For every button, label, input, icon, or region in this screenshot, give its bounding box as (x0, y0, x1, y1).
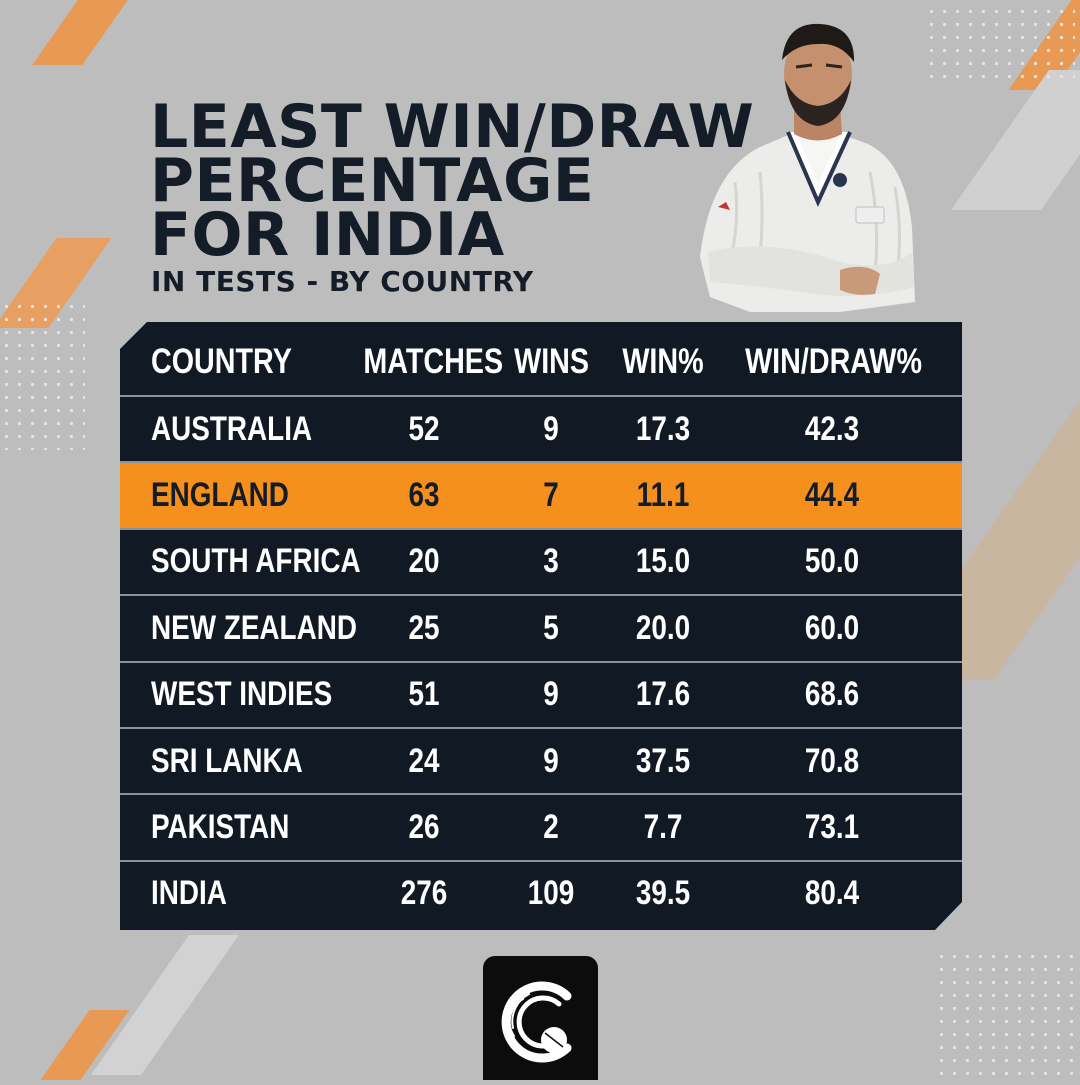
cell-win-percent: 39.5 (635, 874, 691, 913)
cell-wins: 7 (543, 476, 559, 515)
cell-win-percent: 37.5 (635, 741, 691, 780)
cell-win-percent: 7.7 (643, 808, 683, 847)
bg-stripe (950, 70, 1080, 210)
cell-country: AUSTRALIA (151, 409, 313, 448)
dot-pattern (0, 300, 85, 450)
row-divider (120, 461, 962, 464)
cell-wins: 9 (543, 409, 559, 448)
cell-matches: 51 (408, 675, 440, 714)
cell-win-percent: 20.0 (635, 608, 691, 647)
header-wins: WINS (514, 342, 590, 381)
dot-pattern (935, 950, 1080, 1080)
stats-table: COUNTRY MATCHES WINS WIN% WIN/DRAW% AUST… (120, 322, 962, 930)
table-row: NEW ZEALAND 25 5 20.0 60.0 (120, 596, 962, 660)
table-header-row: COUNTRY MATCHES WINS WIN% WIN/DRAW% (120, 326, 962, 398)
cell-country: NEW ZEALAND (151, 608, 357, 647)
cell-wins: 109 (527, 874, 575, 913)
page-subtitle: IN TESTS - BY COUNTRY (151, 265, 534, 298)
player-image (700, 23, 915, 312)
cell-country: PAKISTAN (151, 808, 290, 847)
cell-win-draw-percent: 60.0 (804, 608, 860, 647)
brand-logo (483, 956, 598, 1080)
table-row: INDIA 276 109 39.5 80.4 (120, 862, 962, 926)
title-line: FOR INDIA (150, 200, 505, 270)
cell-win-draw-percent: 73.1 (804, 808, 860, 847)
cricket-ball-logo-icon (501, 981, 572, 1063)
table-row: SRI LANKA 24 9 37.5 70.8 (120, 729, 962, 793)
cell-win-draw-percent: 42.3 (804, 409, 860, 448)
cell-matches: 52 (408, 409, 440, 448)
cell-win-draw-percent: 80.4 (804, 874, 860, 913)
bg-stripe (90, 935, 240, 1075)
title-line: LEAST WIN/DRAW (150, 92, 755, 162)
header-win-draw-percent: WIN/DRAW% (745, 342, 923, 381)
table-row: SOUTH AFRICA 20 3 15.0 50.0 (120, 530, 962, 594)
cell-wins: 9 (543, 675, 559, 714)
cell-win-percent: 17.6 (635, 675, 691, 714)
bg-stripe (32, 0, 128, 65)
cell-wins: 2 (543, 808, 559, 847)
cell-matches: 276 (400, 874, 448, 913)
cell-country: ENGLAND (151, 476, 289, 515)
row-divider (120, 859, 962, 862)
cell-wins: 9 (543, 741, 559, 780)
row-divider (120, 660, 962, 663)
cell-wins: 3 (543, 542, 559, 581)
cell-country: SOUTH AFRICA (151, 542, 361, 581)
header-country: COUNTRY (151, 342, 292, 381)
header-win-percent: WIN% (622, 342, 704, 381)
cell-win-draw-percent: 70.8 (804, 741, 860, 780)
cell-country: SRI LANKA (151, 741, 303, 780)
cell-matches: 63 (408, 476, 440, 515)
row-divider (120, 594, 962, 597)
row-divider (120, 793, 962, 796)
cell-matches: 25 (408, 608, 440, 647)
table-row: PAKISTAN 26 2 7.7 73.1 (120, 795, 962, 859)
page-title: LEAST WIN/DRAW PERCENTAGE FOR INDIA (150, 92, 770, 270)
cell-matches: 20 (408, 542, 440, 581)
cell-win-percent: 15.0 (635, 542, 691, 581)
table-row: AUSTRALIA 52 9 17.3 42.3 (120, 397, 962, 461)
cell-win-draw-percent: 50.0 (804, 542, 860, 581)
cell-win-draw-percent: 44.4 (804, 476, 860, 515)
row-divider (120, 527, 962, 530)
cell-matches: 26 (408, 808, 440, 847)
cell-wins: 5 (543, 608, 559, 647)
cell-win-percent: 11.1 (636, 476, 690, 515)
cell-country: WEST INDIES (151, 675, 333, 714)
cell-win-percent: 17.3 (635, 409, 691, 448)
dot-pattern (925, 5, 1075, 80)
table-row: WEST INDIES 51 9 17.6 68.6 (120, 663, 962, 727)
header-matches: MATCHES (363, 342, 504, 381)
cell-matches: 24 (408, 741, 440, 780)
cell-win-draw-percent: 68.6 (804, 675, 860, 714)
row-divider (120, 395, 962, 397)
title-line: PERCENTAGE (150, 146, 595, 216)
table-row: ENGLAND 63 7 11.1 44.4 (120, 463, 962, 528)
row-divider (120, 727, 962, 729)
cell-country: INDIA (151, 874, 227, 913)
